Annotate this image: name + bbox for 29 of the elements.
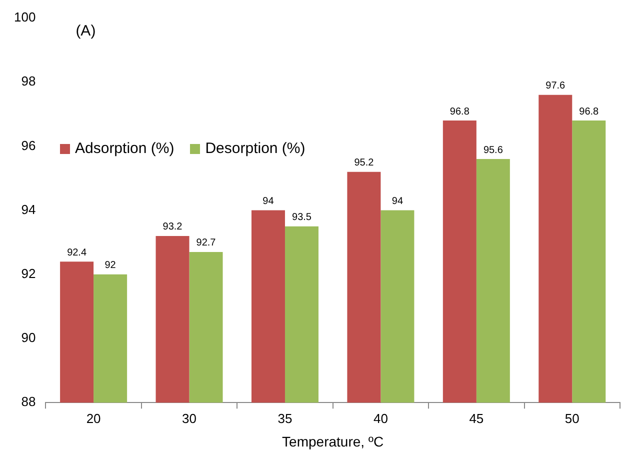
y-tick-label: 92: [21, 266, 36, 281]
data-label: 92.4: [67, 247, 87, 258]
x-tick-label: 50: [564, 410, 580, 426]
data-label: 95.2: [354, 158, 374, 169]
x-tick-label: 20: [86, 410, 101, 426]
y-tick-label: 98: [21, 74, 36, 89]
legend-label: Adsorption (%): [75, 140, 174, 157]
y-tick-label: 100: [14, 10, 36, 25]
x-tick-label: 30: [182, 410, 196, 426]
y-tick-label: 90: [21, 330, 36, 346]
data-label: 96.8: [450, 106, 470, 118]
y-tick-label: 96: [21, 138, 36, 153]
x-tick-label: 40: [373, 410, 388, 426]
data-label: 92.7: [196, 238, 216, 249]
legend-label: Desorption (%): [205, 140, 306, 157]
data-label: 95.6: [483, 144, 504, 156]
y-tick-label: 94: [21, 202, 36, 217]
data-label: 92: [104, 260, 116, 272]
data-label: 93.5: [292, 212, 312, 224]
data-label: 93.2: [162, 222, 183, 233]
x-tick-label: 45: [469, 410, 484, 426]
data-label: 97.6: [546, 80, 566, 92]
data-label: 94: [392, 196, 404, 208]
data-label: 94: [262, 196, 274, 208]
annotation: (A): [76, 22, 96, 40]
x-tick-label: 35: [278, 410, 292, 426]
x-axis-title: Temperature, ºC: [282, 433, 384, 450]
data-label: 96.8: [579, 106, 600, 118]
y-tick-label: 88: [21, 394, 36, 410]
